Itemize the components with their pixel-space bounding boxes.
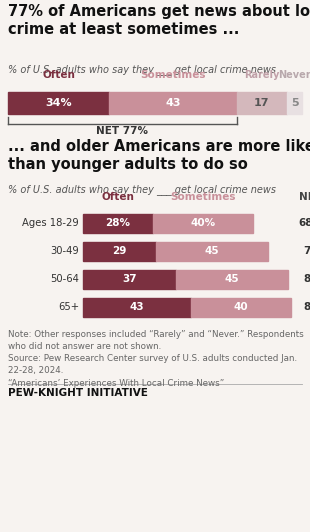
Text: 29: 29 (112, 246, 126, 256)
Text: Never: Never (278, 70, 310, 80)
Text: 45: 45 (224, 275, 239, 285)
Bar (175, 270, 288, 289)
Text: NET 77%: NET 77% (96, 126, 148, 136)
Text: 68%: 68% (299, 219, 310, 229)
Text: 84: 84 (304, 303, 310, 312)
Text: 17: 17 (254, 98, 270, 108)
Bar (8, 92, 109, 114)
Text: Sometimes: Sometimes (170, 192, 236, 202)
Bar (83, 242, 156, 261)
Bar (191, 298, 290, 317)
Text: 45: 45 (204, 246, 219, 256)
Text: 50-64: 50-64 (50, 275, 79, 285)
Text: 34%: 34% (45, 98, 72, 108)
Text: 40: 40 (233, 303, 248, 312)
Text: Rarely: Rarely (244, 70, 280, 80)
Text: % of U.S. adults who say they ___ get local crime news: % of U.S. adults who say they ___ get lo… (8, 184, 276, 195)
Text: 28%: 28% (105, 219, 131, 229)
Text: 82: 82 (304, 275, 310, 285)
Bar (83, 298, 191, 317)
Text: 74: 74 (303, 246, 310, 256)
Text: 77% of Americans get news about local
crime at least sometimes ...: 77% of Americans get news about local cr… (8, 4, 310, 37)
Text: ... and older Americans are more likely
than younger adults to do so: ... and older Americans are more likely … (8, 139, 310, 172)
Text: Note: Other responses included “Rarely” and “Never.” Respondents
who did not ans: Note: Other responses included “Rarely” … (8, 330, 304, 388)
Text: % of U.S. adults who say they ___ get local crime news: % of U.S. adults who say they ___ get lo… (8, 64, 276, 75)
Text: 43: 43 (130, 303, 144, 312)
Text: Often: Often (42, 70, 75, 80)
Bar (237, 92, 287, 114)
Text: 37: 37 (122, 275, 137, 285)
Text: 40%: 40% (190, 219, 215, 229)
Bar (83, 214, 153, 233)
Text: Ages 18-29: Ages 18-29 (22, 219, 79, 229)
Bar (287, 92, 302, 114)
Bar (83, 270, 175, 289)
Text: PEW-KNIGHT INITIATIVE: PEW-KNIGHT INITIATIVE (8, 388, 148, 398)
Text: NET: NET (299, 192, 310, 202)
Bar (153, 214, 253, 233)
Text: Sometimes: Sometimes (140, 70, 206, 80)
Text: 30-49: 30-49 (50, 246, 79, 256)
Text: Often: Often (102, 192, 135, 202)
Bar (109, 92, 237, 114)
Text: 5: 5 (291, 98, 299, 108)
Bar (156, 242, 268, 261)
Text: 43: 43 (165, 98, 180, 108)
Text: 65+: 65+ (58, 303, 79, 312)
